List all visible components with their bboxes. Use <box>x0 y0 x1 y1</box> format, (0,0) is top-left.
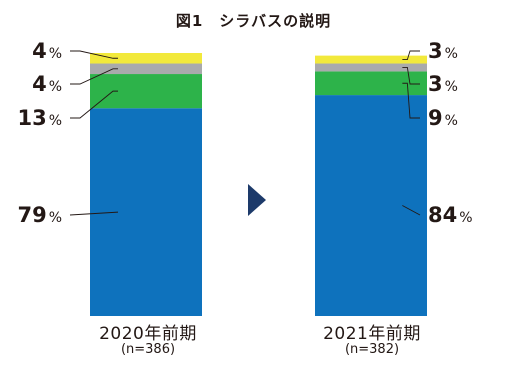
data-label-0-3: 4% <box>32 39 62 63</box>
leader-line-0-3 <box>70 50 118 59</box>
bar-segment-1-1 <box>315 71 427 96</box>
data-labels: 79 % 13 % 4 % 4 % 84 % 9 % 3 % 3% <box>17 39 472 227</box>
leader-line-1-3 <box>402 50 420 61</box>
leader-line-1-2 <box>402 67 420 85</box>
category-label-2020: 2020年前期 <box>99 324 197 344</box>
leader-line-1-1 <box>402 82 420 119</box>
bar-segment-0-3 <box>90 53 202 64</box>
leader-line-0-2 <box>70 68 118 85</box>
data-label-1-1: 9% <box>428 106 458 130</box>
chart-title: 図1 シラバスの説明 <box>175 12 332 30</box>
leader-line-0-1 <box>70 90 118 119</box>
data-label-1-3: 3% <box>428 39 458 63</box>
bar-stacks <box>90 53 427 316</box>
data-label-0-0: 79% <box>17 203 62 227</box>
data-label-0-1: 13% <box>17 106 62 130</box>
bar-segment-0-1 <box>90 74 202 109</box>
leader-line-0-0 <box>69 211 119 216</box>
leader-line-1-0 <box>402 205 421 216</box>
bar-segment-0-2 <box>90 63 202 75</box>
sample-size-2021: (n=382) <box>344 342 400 357</box>
bar-segment-1-3 <box>315 55 427 64</box>
category-label-2021: 2021年前期 <box>323 324 421 344</box>
data-label-1-2: 3% <box>428 72 458 96</box>
bar-segment-1-2 <box>315 63 427 72</box>
transition-arrow-icon <box>248 184 266 216</box>
label-leader-lines <box>69 50 421 216</box>
bar-segment-1-0 <box>315 95 427 316</box>
bar-segment-0-0 <box>90 108 202 316</box>
data-label-0-2: 4% <box>32 72 62 96</box>
data-label-1-0: 84% <box>428 203 473 227</box>
sample-size-2020: (n=386) <box>120 342 176 357</box>
